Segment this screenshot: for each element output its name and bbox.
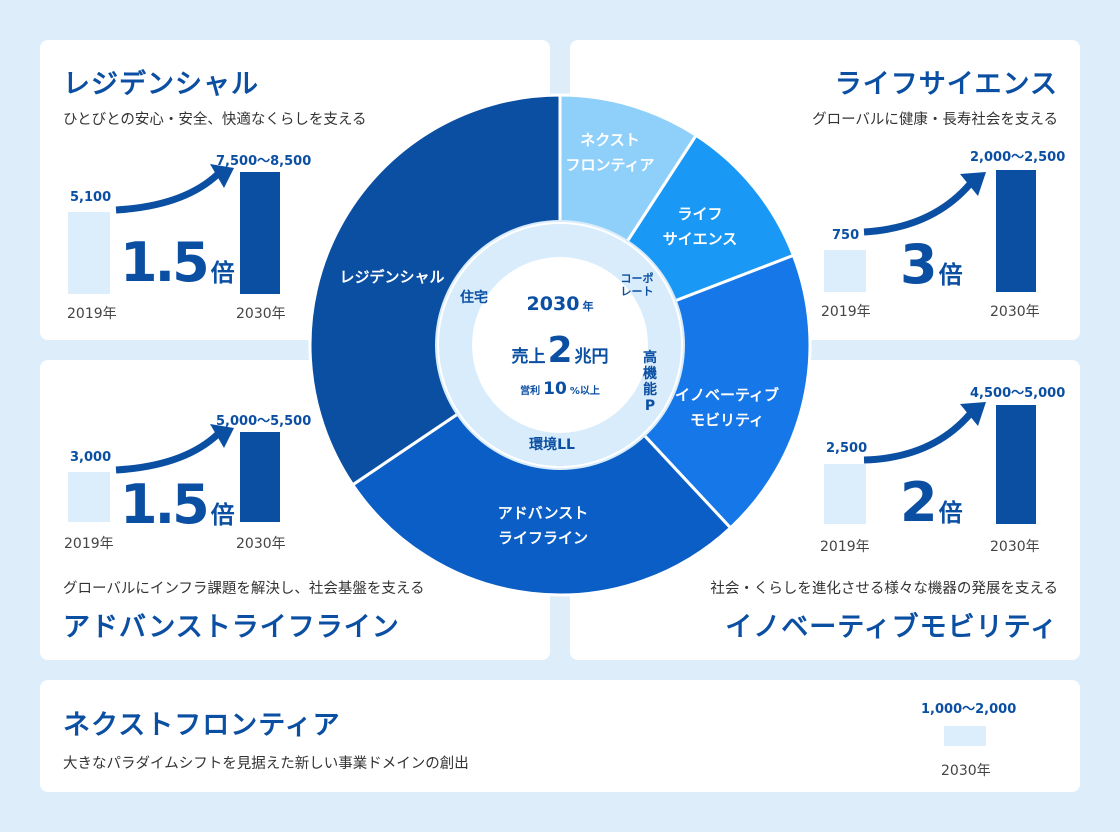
lifeline-value-2030: 5,000〜5,500: [216, 414, 312, 429]
frontier-value-2030: 1,000〜2,000: [921, 702, 1017, 717]
lifescience-title: ライフサイエンス: [834, 69, 1058, 100]
lifescience-year-2030: 2030年: [990, 304, 1040, 320]
lifescience-subtitle: グローバルに健康・長寿社会を支える: [812, 112, 1058, 128]
lifeline-subtitle: グローバルにインフラ課題を解決し、社会基盤を支える: [63, 581, 425, 597]
lifeline-multiplier: 1.5 倍: [120, 473, 235, 536]
residential-multiplier: 1.5 倍: [120, 231, 235, 294]
lifescience-bar-2019: [824, 250, 866, 292]
frontier-title: ネクストフロンティア: [63, 710, 341, 741]
residential-growth-arrow: [115, 164, 234, 214]
residential-bar-2030: [240, 172, 280, 294]
mobility-year-2019: 2019年: [820, 539, 870, 555]
lifescience-value-2019: 750: [832, 228, 860, 243]
residential-subtitle: ひとびとの安心・安全、快適なくらしを支える: [63, 112, 367, 128]
lifescience-value-2030: 2,000〜2,500: [970, 150, 1066, 165]
mobility-value-2030: 4,500〜5,000: [970, 386, 1066, 401]
mobility-year-2030: 2030年: [990, 539, 1040, 555]
mobility-growth-arrow: [863, 402, 986, 464]
mobility-bar-2030: [996, 405, 1036, 524]
mobility-title: イノベーティブモビリティ: [725, 612, 1058, 643]
residential-value-2030: 7,500〜8,500: [216, 154, 312, 169]
lifescience-bar-2030: [996, 170, 1036, 292]
frontier-bar-2030: [944, 726, 986, 746]
frontier-year-2030: 2030年: [941, 763, 991, 779]
lifeline-bar-2019: [68, 472, 110, 522]
lifescience-growth-arrow: [863, 172, 986, 236]
residential-value-2019: 5,100: [70, 190, 112, 205]
lifeline-year-2030: 2030年: [236, 536, 286, 552]
residential-year-2030: 2030年: [236, 306, 286, 322]
residential-year-2019: 2019年: [67, 306, 117, 322]
mobility-subtitle: 社会・くらしを進化させる様々な機器の発展を支える: [710, 581, 1058, 597]
lifeline-year-2019: 2019年: [64, 536, 114, 552]
residential-bar-2019: [68, 212, 110, 294]
frontier-subtitle: 大きなパラダイムシフトを見据えた新しい事業ドメインの創出: [63, 756, 469, 772]
lifeline-value-2019: 3,000: [70, 450, 112, 465]
residential-title: レジデンシャル: [63, 69, 259, 100]
mobility-bar-2019: [824, 464, 866, 524]
lifeline-growth-arrow: [115, 424, 234, 474]
lifeline-title: アドバンストライフライン: [63, 612, 400, 643]
frontier-card: [40, 680, 1080, 792]
lifeline-bar-2030: [240, 432, 280, 522]
lifescience-year-2019: 2019年: [821, 304, 871, 320]
mobility-value-2019: 2,500: [826, 441, 868, 456]
